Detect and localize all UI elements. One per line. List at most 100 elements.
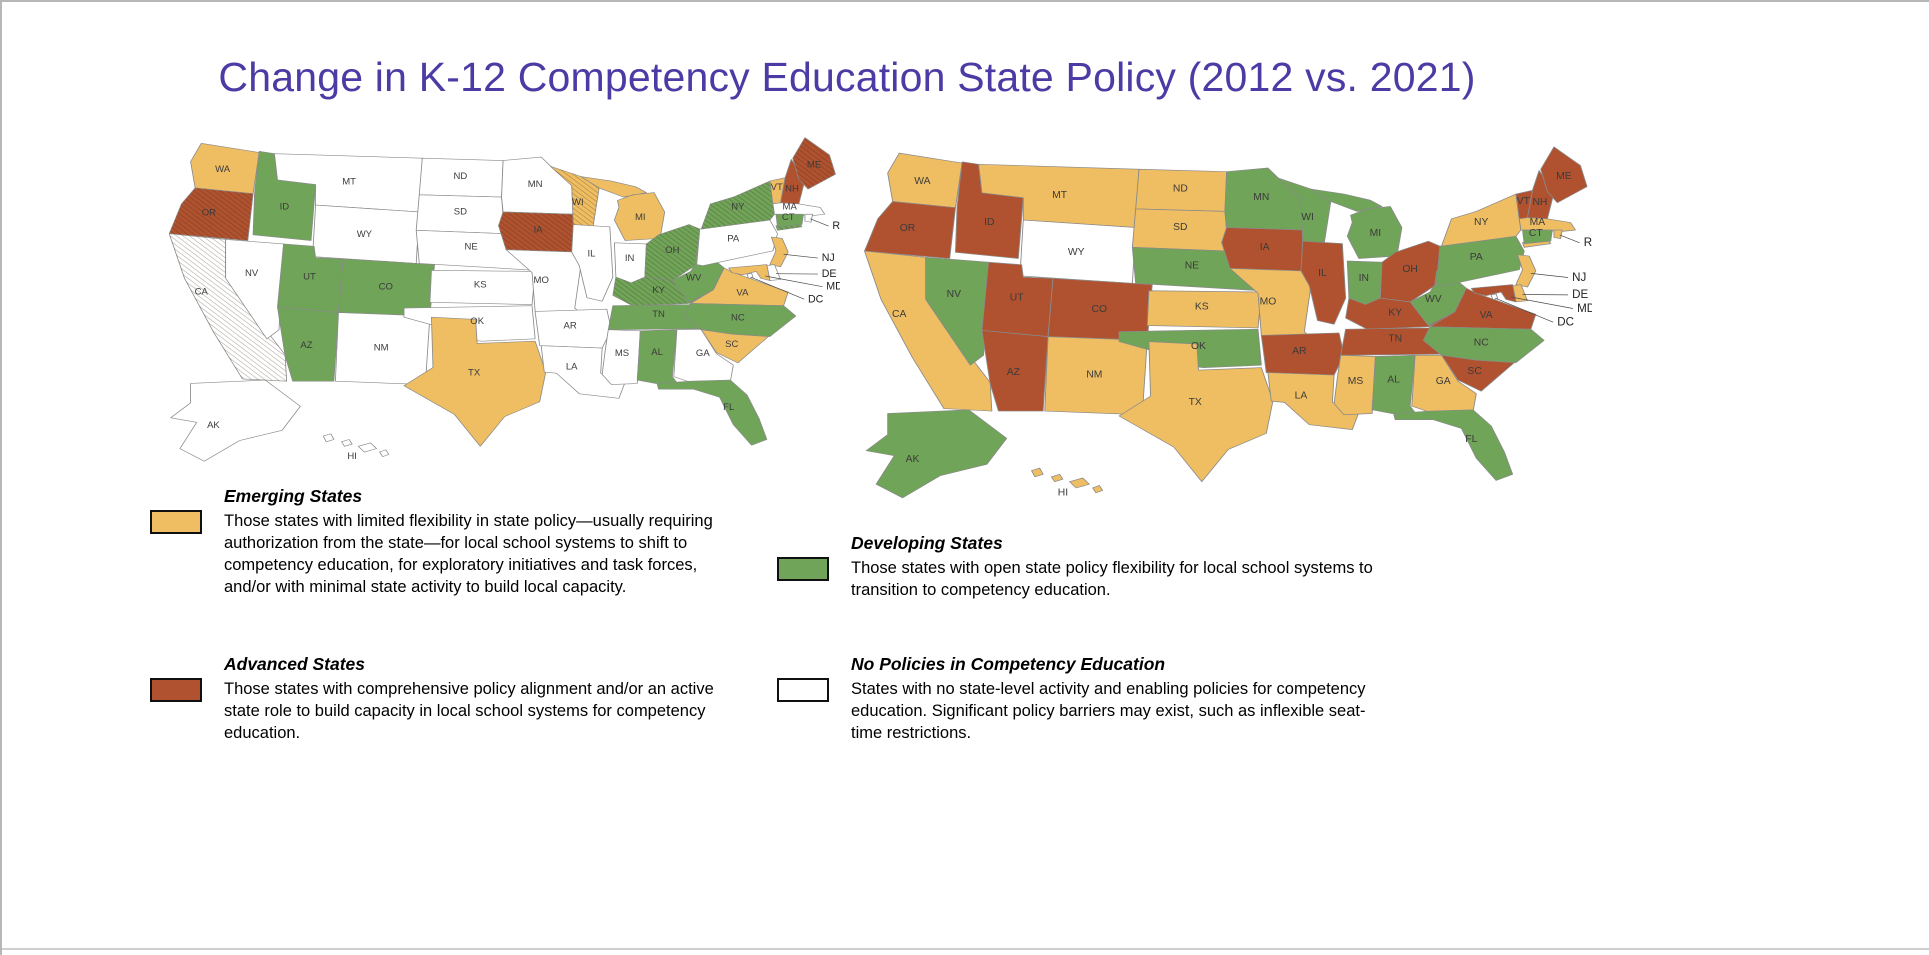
state-label-2012-DE: DE (822, 268, 837, 280)
state-label-2012-SD: SD (454, 206, 467, 217)
state-label-2021-RI: RI (1584, 237, 1592, 249)
map-2021-svg: WA OR CA NV ID MT WY UT CO AZ NM ND SD NE KS OK TX MN IA MO… (864, 146, 1592, 499)
leader-line-2012-DC (750, 276, 805, 300)
state-label-2012-AR: AR (564, 321, 577, 332)
map-2012: WA OR CA NV ID MT WY UT CO AZ NM ND SD NE KS OK TX MN IA MO… (154, 128, 840, 472)
state-label-2021-CT: CT (1529, 228, 1543, 239)
state-hatch-2012-ME (792, 137, 836, 190)
state-label-2021-OK: OK (1191, 341, 1206, 352)
state-2012-AZ (277, 306, 339, 382)
state-2012-HI (322, 433, 390, 457)
state-2021-AK (865, 409, 1008, 499)
state-label-2012-UT: UT (303, 271, 316, 282)
state-label-2021-IL: IL (1318, 268, 1327, 279)
state-label-2012-CT: CT (782, 212, 795, 223)
state-2021-CT (1522, 229, 1553, 244)
state-label-2021-SD: SD (1173, 222, 1187, 233)
leader-line-2021-MD (1510, 296, 1574, 309)
state-label-2021-WI: WI (1301, 212, 1314, 223)
state-label-2021-WA: WA (914, 176, 930, 187)
state-label-2021-OR: OR (900, 223, 916, 234)
state-hatch-2012-OH (644, 224, 700, 281)
state-label-2021-MS: MS (1348, 376, 1364, 387)
legend-none-title: No Policies in Competency Education (851, 654, 1166, 674)
legend-advanced-swatch (150, 678, 202, 702)
state-label-2021-KS: KS (1195, 301, 1209, 312)
state-2021-TX (1118, 341, 1274, 483)
state-label-2021-ID: ID (984, 217, 994, 228)
state-label-2021-AR: AR (1292, 346, 1306, 357)
state-label-2012-WY: WY (357, 229, 373, 240)
state-2021-RI (1553, 229, 1563, 240)
state-2012-NJ (769, 236, 789, 268)
state-label-2012-GA: GA (696, 348, 710, 359)
legend-developing-swatch (777, 557, 829, 581)
state-label-2012-MD: MD (826, 281, 840, 293)
state-label-2021-AZ: AZ (1007, 367, 1020, 378)
state-label-2012-WA: WA (215, 164, 231, 175)
state-2012-TX (403, 316, 547, 447)
state-2021-MA (1518, 217, 1576, 232)
state-label-2021-NC: NC (1474, 337, 1489, 348)
state-hatch-2012-CA (169, 233, 287, 382)
state-label-2021-UT: UT (1010, 293, 1024, 304)
state-2012-SC (700, 329, 769, 364)
state-2021-OR (864, 201, 956, 259)
state-2012-DC (746, 272, 754, 279)
state-2021-ME (1540, 146, 1588, 204)
state-2012-CT (775, 213, 804, 228)
state-label-2012-WI: WI (572, 197, 584, 208)
state-2012-AK (170, 379, 301, 462)
state-2012-MA (772, 202, 826, 216)
state-label-2021-AL: AL (1387, 375, 1400, 386)
state-2012-FL (656, 379, 768, 446)
state-2021-AZ (981, 330, 1049, 412)
state-label-2021-MA: MA (1530, 217, 1546, 228)
map-2021: WA OR CA NV ID MT WY UT CO AZ NM ND SD NE KS OK TX MN IA MO… (848, 136, 1592, 510)
state-label-2012-IL: IL (588, 249, 596, 260)
state-label-2021-NV: NV (947, 289, 961, 300)
state-2012-WA (190, 143, 260, 194)
state-2021-MD (1470, 284, 1517, 303)
state-2021-NV (925, 256, 989, 366)
state-label-2021-LA: LA (1295, 391, 1308, 402)
legend-advanced-body: Those states with comprehensive policy a… (224, 680, 714, 743)
legend-developing: Developing States Those states with open… (777, 533, 1377, 601)
state-hatch-2012-WI (550, 166, 600, 227)
state-label-2012-NY: NY (731, 202, 745, 213)
state-label-2012-CO: CO (379, 282, 393, 293)
state-hatch-2012-IA (498, 211, 580, 252)
state-label-2012-MI: MI (635, 212, 646, 223)
state-label-2021-NJ: NJ (1572, 272, 1586, 284)
legend-developing-body: Those states with open state policy flex… (851, 559, 1373, 600)
state-2021-IL (1300, 240, 1347, 325)
state-label-2012-SC: SC (725, 339, 738, 350)
state-label-2021-NH: NH (1532, 197, 1547, 208)
state-label-2012-MT: MT (342, 177, 356, 188)
legend-advanced: Advanced States Those states with compre… (150, 654, 742, 744)
state-label-2021-WV: WV (1425, 294, 1442, 305)
legend-advanced-title: Advanced States (224, 654, 366, 674)
state-label-2021-CA: CA (892, 309, 906, 320)
state-label-2012-RI: RI (832, 220, 840, 232)
state-label-2012-MA: MA (783, 202, 798, 213)
state-label-2021-AK: AK (906, 454, 920, 465)
state-label-2021-NE: NE (1185, 260, 1199, 271)
state-label-2012-KY: KY (652, 285, 665, 296)
state-label-2012-PA: PA (727, 234, 740, 245)
state-label-2021-ME: ME (1556, 171, 1572, 182)
state-label-2021-MT: MT (1052, 190, 1068, 201)
state-label-2012-MO: MO (534, 275, 549, 286)
state-label-2021-ND: ND (1173, 184, 1188, 195)
state-label-2021-IN: IN (1359, 273, 1369, 284)
legend-emerging-swatch (150, 510, 202, 534)
bottom-divider (2, 948, 1929, 950)
state-2021-WA (887, 152, 963, 209)
state-label-2012-NE: NE (464, 242, 477, 253)
leader-line-2012-NJ (783, 253, 818, 259)
state-label-2012-IN: IN (625, 253, 635, 264)
state-hatch-2012-OR (169, 187, 254, 241)
state-label-2021-DE: DE (1572, 289, 1588, 301)
state-label-2012-TN: TN (652, 309, 665, 320)
state-2021-HI (1031, 467, 1104, 494)
